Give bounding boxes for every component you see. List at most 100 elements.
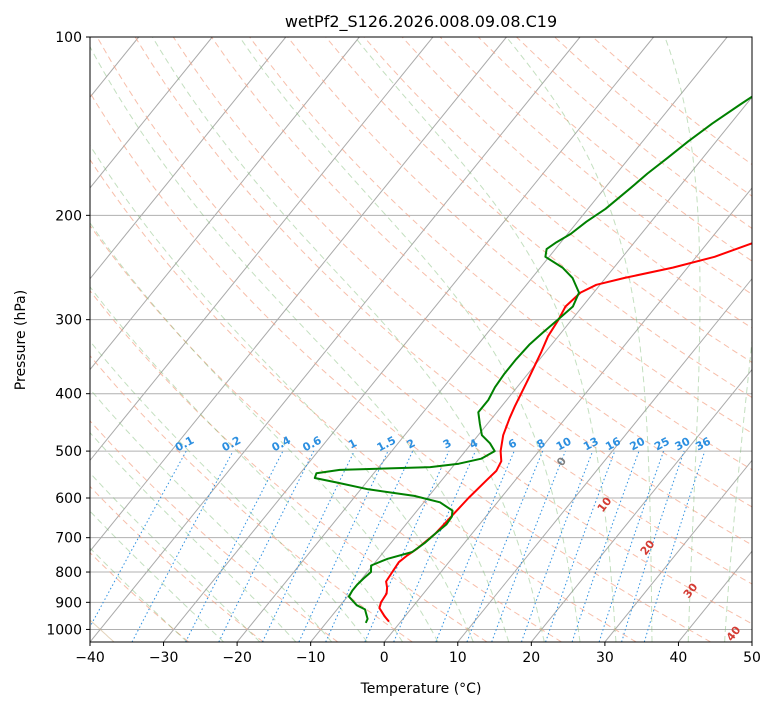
y-tick-label: 800 [55,565,82,581]
dry-adiabat-line [477,37,752,262]
moist-adiabat-line [724,336,752,642]
x-tick-label: 50 [743,650,761,666]
moist-adiabat-line [90,388,333,642]
y-tick-label: 200 [55,208,82,224]
dry-adiabat-line [90,420,339,642]
mixing-ratio-line [466,450,544,642]
mixing-ratio-line [491,450,566,642]
mixing-ratio-line [621,450,685,642]
isotherm-line [0,37,65,642]
moist-adiabat-label: 40 [724,623,744,643]
dry-adiabat-line [592,37,752,166]
isotherm-line [751,641,752,642]
mixing-ratio-line [643,450,706,642]
mixing-ratio-line [218,450,315,642]
y-tick-label: 600 [55,491,82,507]
mixing-ratio-label: 25 [652,435,672,454]
moist-adiabat-line [354,37,617,642]
mixing-ratio-label: 2 [405,436,418,451]
y-tick-label: 900 [55,595,82,611]
moist-adiabat-line [506,37,653,642]
mixing-ratio-line [131,450,234,642]
y-tick-label: 1000 [46,622,82,638]
isotherm-line [310,96,752,642]
dry-adiabat-line [90,485,264,642]
dry-adiabat-line [90,354,413,642]
y-tick-label: 400 [55,387,82,403]
moist-adiabat-line [90,472,261,642]
x-tick-label: 20 [522,650,540,666]
plot-frame [89,36,753,643]
moist-adiabat-label: 20 [638,537,658,557]
moist-adiabat-line [90,547,188,642]
y-tick-label: 500 [55,444,82,460]
mixing-ratio-label: 30 [673,435,693,454]
y-tick-label: 300 [55,313,82,329]
dry-adiabat-line [96,37,752,625]
mixing-ratio-label: 8 [535,436,548,451]
isotherm-line [90,37,507,552]
dry-adiabat-line [554,37,752,197]
mixing-ratio-line [90,450,187,628]
moist-adiabat-label: 10 [595,494,615,514]
mixing-ratio-line [521,450,594,642]
mixing-ratio-line [598,450,665,642]
x-tick-label: −30 [149,650,179,666]
x-tick-label: 30 [596,650,614,666]
isotherm-line [236,37,728,642]
y-tick-label: 700 [55,531,82,547]
x-tick-label: −10 [296,650,326,666]
moist-adiabat-line [90,510,224,642]
axes: −40 −30 −20 −10 0 10 20 30 40 5010009008007006005… [46,30,761,666]
mixing-ratio-line [435,450,515,642]
mixing-ratio-line [393,450,476,642]
background-lines [0,37,752,642]
moist-adiabat-label: 0 [554,454,569,468]
dry-adiabat-line [90,289,488,642]
isotherm-line [383,187,752,642]
dewpoint-line [313,95,752,624]
moist-adiabat-line [90,431,297,642]
mixing-ratio-label: 16 [603,435,623,454]
moist-adiabat-line [90,340,368,642]
isotherm-line [90,37,581,642]
dry-adiabat-line [134,37,752,585]
isotherm-line [90,37,360,371]
dry-adiabat-line [90,552,189,642]
mixing-ratio-label: 6 [506,436,519,451]
moist-adiabat-line [90,45,510,642]
dry-adiabat-line [325,37,752,399]
mixing-ratio-label: 36 [693,435,713,454]
moist-adiabat-label: 30 [681,580,701,600]
x-tick-label: 0 [380,650,389,666]
moist-adiabat-line [90,222,439,642]
dry-adiabat-line [90,91,711,642]
isotherm-line [90,37,434,462]
moist-adiabat-line [90,286,404,642]
moist-adiabat-line [90,144,474,642]
x-axis-label: Temperature (°C) [360,681,482,697]
y-axis-label: Pressure (hPa) [13,290,29,390]
chart-title: wetPf2_S126.2026.008.09.08.C19 [285,12,557,32]
moist-adiabat-line [239,37,581,642]
line-labels: 0.10.20.40.611.52346810131620253036-100-… [173,434,744,644]
isotherm-line [457,277,752,642]
dry-adiabat-line [90,224,562,642]
mixing-ratio-label: 4 [467,436,480,451]
dry-adiabat-line [249,37,752,471]
dry-adiabat-line [287,37,752,434]
mixing-ratio-line [325,450,414,642]
isotherm-line [163,37,654,642]
isotherm-line [530,368,752,642]
dry-adiabat-line [211,37,752,508]
moist-adiabat-line [664,37,701,642]
mixing-ratio-label: 13 [581,435,601,454]
isotherm-line [90,37,213,189]
moist-adiabat-line [151,37,545,642]
mixing-ratio-line [545,450,616,642]
mixing-ratio-line [571,450,640,642]
mixing-ratio-label: 20 [628,435,648,454]
y-tick-label: 100 [55,30,82,46]
isotherm-line [604,459,752,642]
